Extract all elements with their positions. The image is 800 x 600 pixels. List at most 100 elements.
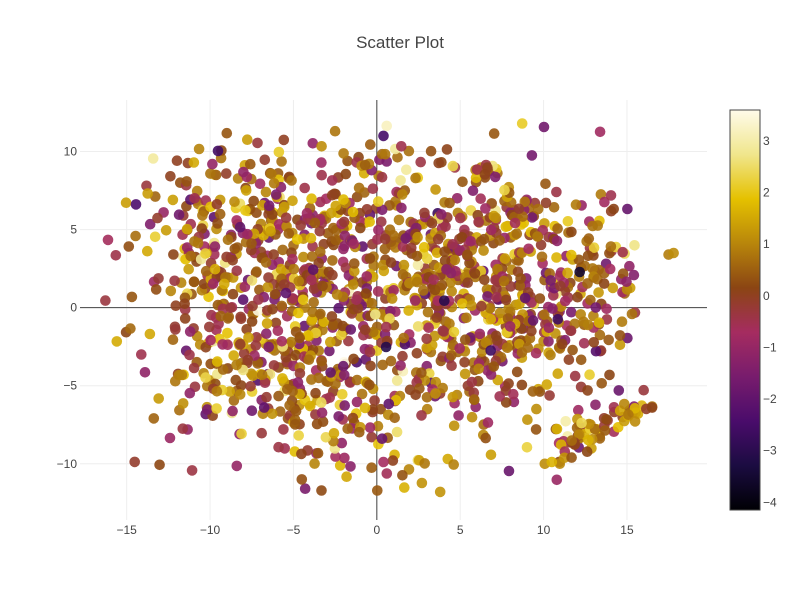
scatter-point bbox=[165, 285, 177, 297]
scatter-point bbox=[646, 402, 658, 413]
scatter-point bbox=[283, 228, 295, 239]
scatter-point bbox=[490, 274, 501, 286]
y-tick-label: 10 bbox=[64, 145, 78, 159]
scatter-point bbox=[590, 399, 601, 411]
scatter-point bbox=[235, 380, 247, 391]
scatter-point bbox=[531, 403, 542, 415]
scatter-point bbox=[102, 234, 114, 246]
scatter-point bbox=[473, 216, 484, 228]
scatter-point bbox=[376, 171, 388, 183]
scatter-point bbox=[275, 263, 287, 275]
scatter-point bbox=[562, 267, 573, 279]
scatter-point bbox=[181, 176, 192, 187]
scatter-point bbox=[551, 474, 563, 486]
scatter-point bbox=[451, 193, 463, 204]
scatter-point bbox=[411, 276, 423, 288]
scatter-point bbox=[239, 281, 251, 293]
scatter-point bbox=[354, 426, 365, 438]
scatter-point bbox=[397, 470, 408, 481]
scatter-point bbox=[329, 125, 341, 137]
scatter-point bbox=[439, 246, 450, 257]
scatter-point bbox=[277, 373, 288, 384]
scatter-point bbox=[204, 321, 215, 333]
scatter-point bbox=[333, 411, 345, 422]
scatter-point bbox=[296, 474, 308, 485]
scatter-point bbox=[397, 269, 409, 280]
scatter-point bbox=[494, 307, 506, 319]
scatter-point bbox=[456, 232, 468, 243]
scatter-point bbox=[293, 307, 304, 319]
scatter-point bbox=[536, 251, 548, 263]
scatter-point bbox=[365, 139, 376, 150]
scatter-point bbox=[392, 152, 403, 163]
scatter-point bbox=[501, 342, 513, 354]
colorbar-tick-label: 0 bbox=[763, 289, 770, 303]
scatter-point bbox=[251, 266, 262, 278]
scatter-point bbox=[403, 145, 415, 157]
scatter-point bbox=[235, 311, 246, 323]
scatter-point bbox=[345, 461, 356, 472]
scatter-point bbox=[538, 121, 550, 133]
scatter-point bbox=[322, 228, 334, 239]
scatter-point bbox=[480, 432, 492, 444]
scatter-point bbox=[573, 254, 585, 266]
scatter-point bbox=[306, 374, 317, 385]
scatter-point bbox=[340, 168, 352, 180]
scatter-point bbox=[526, 325, 537, 337]
scatter-point bbox=[228, 350, 239, 361]
scatter-point bbox=[430, 184, 441, 195]
scatter-point bbox=[338, 216, 350, 228]
scatter-point bbox=[541, 379, 553, 390]
scatter-point bbox=[562, 216, 574, 227]
scatter-point bbox=[299, 182, 311, 194]
scatter-point bbox=[168, 249, 179, 260]
scatter-point bbox=[543, 322, 555, 334]
scatter-point bbox=[167, 194, 179, 206]
scatter-point bbox=[302, 330, 314, 341]
scatter-point bbox=[251, 332, 262, 343]
scatter-point bbox=[566, 435, 577, 446]
scatter-point bbox=[469, 268, 481, 279]
scatter-point bbox=[202, 404, 213, 415]
scatter-point bbox=[200, 248, 211, 259]
scatter-point bbox=[219, 278, 230, 290]
scatter-point bbox=[410, 295, 421, 306]
scatter-point bbox=[566, 226, 577, 238]
scatter-point bbox=[421, 333, 433, 345]
scatter-point bbox=[245, 158, 256, 170]
scatter-point bbox=[221, 168, 232, 179]
scatter-point bbox=[428, 274, 440, 286]
scatter-point bbox=[379, 148, 391, 160]
scatter-point bbox=[440, 221, 451, 232]
scatter-point bbox=[170, 300, 182, 312]
scatter-point bbox=[582, 319, 594, 331]
scatter-point bbox=[511, 366, 523, 378]
scatter-point bbox=[565, 325, 577, 337]
scatter-point bbox=[315, 196, 326, 208]
scatter-point bbox=[566, 306, 577, 318]
scatter-point bbox=[343, 335, 354, 347]
scatter-point bbox=[500, 221, 512, 233]
scatter-point bbox=[314, 225, 326, 237]
scatter-point bbox=[306, 193, 317, 204]
scatter-point bbox=[543, 336, 554, 347]
scatter-point bbox=[169, 275, 180, 287]
scatter-point bbox=[516, 379, 528, 391]
scatter-point bbox=[462, 277, 474, 289]
scatter-point bbox=[130, 199, 142, 210]
scatter-point bbox=[372, 286, 384, 297]
scatter-point bbox=[150, 284, 162, 295]
scatter-point bbox=[668, 247, 679, 259]
scatter-point bbox=[468, 394, 480, 405]
scatter-point bbox=[267, 304, 278, 315]
scatter-point bbox=[447, 160, 459, 172]
scatter-point bbox=[337, 320, 349, 332]
scatter-point bbox=[211, 403, 222, 414]
scatter-point bbox=[384, 313, 395, 324]
scatter-point bbox=[540, 197, 552, 209]
scatter-point bbox=[545, 275, 556, 286]
scatter-point bbox=[473, 363, 485, 375]
scatter-point bbox=[184, 387, 196, 399]
scatter-point bbox=[212, 145, 224, 157]
scatter-point bbox=[327, 269, 338, 281]
